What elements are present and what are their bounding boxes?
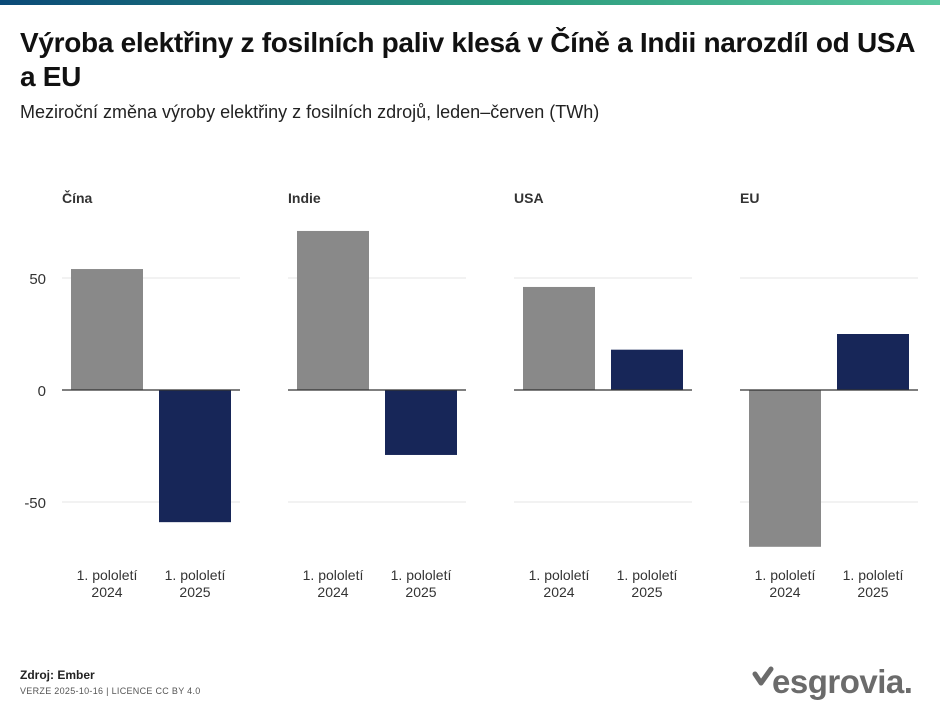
panel-title-1: Indie bbox=[288, 190, 321, 206]
version-license: VERZE 2025-10-16 | LICENCE CC BY 4.0 bbox=[20, 686, 201, 696]
bar-0-1 bbox=[159, 390, 231, 523]
x-tick-label: 1. pololetí bbox=[755, 567, 816, 583]
panel-title-0: Čína bbox=[62, 189, 93, 206]
y-tick-label: -50 bbox=[24, 495, 46, 512]
bar-2-0 bbox=[523, 286, 595, 390]
x-tick-label: 2025 bbox=[179, 584, 210, 600]
source-name: Ember bbox=[57, 668, 95, 682]
x-tick-label: 1. pololetí bbox=[391, 567, 452, 583]
bar-3-0 bbox=[749, 390, 821, 547]
checkmark-icon bbox=[752, 666, 774, 686]
x-tick-label: 2024 bbox=[317, 584, 348, 600]
x-tick-label: 2025 bbox=[405, 584, 436, 600]
y-tick-label: 50 bbox=[29, 271, 46, 288]
bar-2-1 bbox=[611, 349, 683, 390]
x-tick-label: 2025 bbox=[631, 584, 662, 600]
y-tick-label: 0 bbox=[38, 383, 46, 400]
bar-0-0 bbox=[71, 269, 143, 390]
x-tick-label: 1. pololetí bbox=[529, 567, 590, 583]
bar-1-1 bbox=[385, 390, 457, 455]
chart-title: Výroba elektřiny z fosilních paliv klesá… bbox=[20, 27, 915, 92]
source-label: Zdroj: bbox=[20, 668, 54, 682]
bar-1-0 bbox=[297, 230, 369, 390]
chart-subtitle: Meziroční změna výroby elektřiny z fosil… bbox=[20, 102, 600, 122]
logo-text: esgrovia. bbox=[772, 663, 913, 700]
x-tick-label: 2025 bbox=[857, 584, 888, 600]
source-note: Zdroj: Ember bbox=[20, 668, 95, 682]
x-tick-label: 1. pololetí bbox=[843, 567, 904, 583]
panel-title-3: EU bbox=[740, 190, 759, 206]
x-tick-label: 2024 bbox=[769, 584, 800, 600]
top-accent-bar bbox=[0, 0, 940, 5]
panel-title-2: USA bbox=[514, 190, 544, 206]
x-tick-label: 2024 bbox=[543, 584, 574, 600]
x-tick-label: 1. pololetí bbox=[617, 567, 678, 583]
x-tick-label: 2024 bbox=[91, 584, 122, 600]
x-tick-label: 1. pololetí bbox=[165, 567, 226, 583]
x-tick-label: 1. pololetí bbox=[303, 567, 364, 583]
brand-logo: esgrovia. bbox=[752, 660, 922, 704]
x-tick-label: 1. pololetí bbox=[77, 567, 138, 583]
bar-3-1 bbox=[837, 334, 909, 390]
